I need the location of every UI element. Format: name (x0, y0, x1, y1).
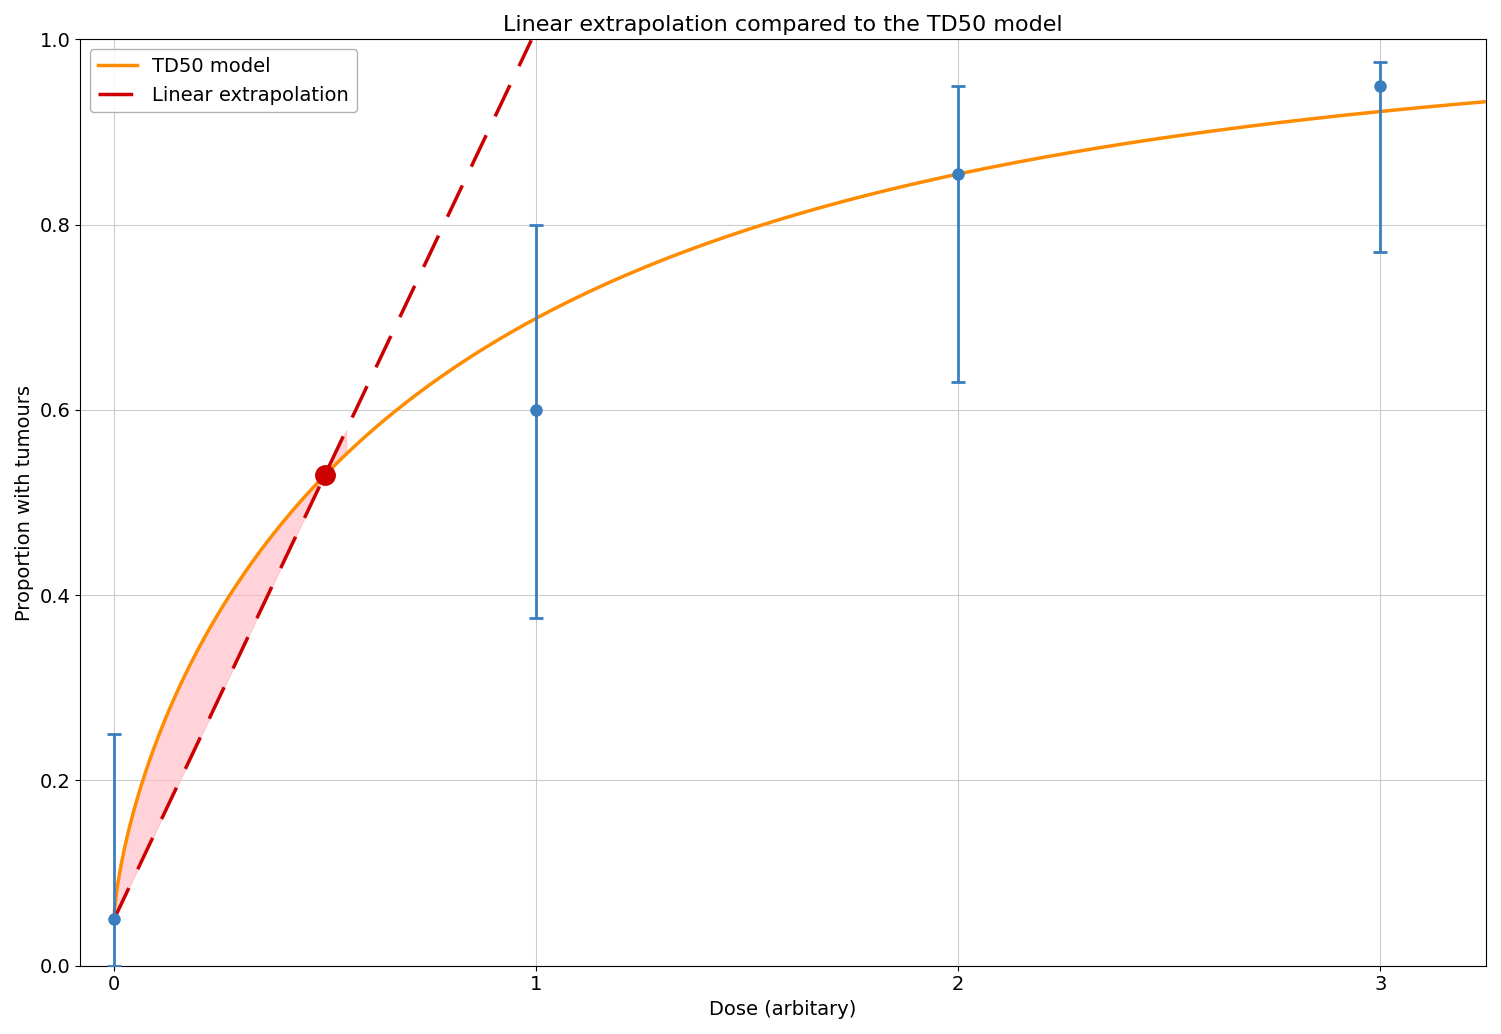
TD50 model (1186, 127, 1204, 140)
TD50 model (1477, 95, 1495, 108)
TD50 model (105, 913, 123, 925)
TD50 model (735, 224, 754, 237)
Y-axis label: Proportion with tumours: Proportion with tumours (15, 385, 35, 620)
Line: Linear extrapolation: Linear extrapolation (114, 40, 531, 919)
Linear extrapolation (135, 851, 153, 863)
Linear extrapolation (522, 34, 540, 47)
Legend: TD50 model, Linear extrapolation: TD50 model, Linear extrapolation (90, 49, 357, 113)
TD50 model (176, 671, 194, 683)
Linear extrapolation (257, 596, 275, 608)
Linear extrapolation (270, 567, 288, 579)
TD50 model (1436, 99, 1454, 112)
Line: TD50 model: TD50 model (114, 101, 1486, 919)
Title: Linear extrapolation compared to the TD50 model: Linear extrapolation compared to the TD5… (503, 16, 1063, 35)
X-axis label: Dose (arbitary): Dose (arbitary) (710, 1000, 857, 1018)
Linear extrapolation (323, 455, 341, 467)
Linear extrapolation (501, 78, 519, 90)
Linear extrapolation (228, 655, 246, 667)
Linear extrapolation (105, 913, 123, 925)
TD50 model (772, 213, 790, 225)
TD50 model (1436, 99, 1454, 112)
